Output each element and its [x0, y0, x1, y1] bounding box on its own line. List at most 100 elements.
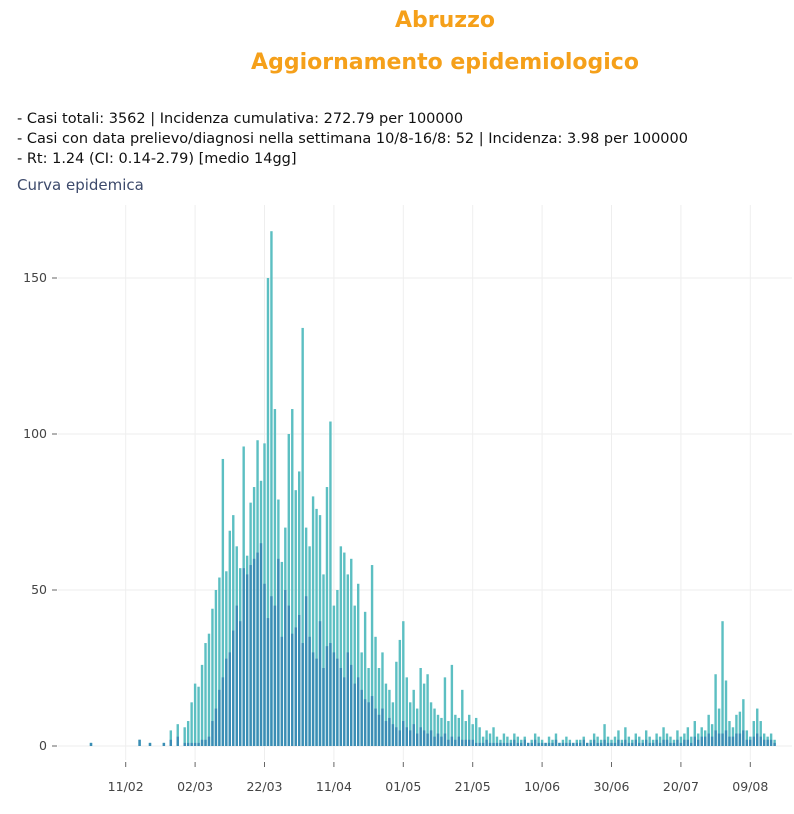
bar-prelievo: [506, 742, 509, 746]
bar-prelievo: [686, 739, 690, 746]
bar-prelievo: [218, 689, 221, 746]
bar-prelievo: [700, 736, 703, 746]
y-tick-label: 100: [23, 426, 47, 441]
bar-totale: [565, 736, 568, 746]
bar-prelievo: [540, 742, 544, 746]
bar-totale: [270, 231, 273, 746]
bar-prelievo: [468, 739, 471, 746]
bar-prelievo: [495, 742, 499, 746]
bar-totale: [169, 730, 173, 746]
bar-prelievo: [263, 583, 266, 746]
bar-prelievo: [190, 742, 193, 746]
bar-prelievo: [717, 733, 721, 746]
bar-totale: [613, 736, 617, 746]
bar-prelievo: [225, 658, 228, 746]
bar-totale: [686, 727, 690, 746]
bar-totale: [322, 574, 325, 746]
x-tick-label: 11/02: [108, 779, 144, 794]
bar-totale: [377, 668, 381, 746]
bar-totale: [214, 590, 218, 746]
bar-prelievo: [402, 721, 405, 746]
bar-prelievo: [485, 739, 488, 746]
bar-prelievo: [697, 739, 700, 746]
bar-totale: [447, 721, 450, 746]
bar-prelievo: [412, 724, 415, 746]
bar-prelievo: [582, 739, 585, 746]
bar-prelievo: [693, 736, 696, 746]
bar-prelievo: [298, 614, 301, 746]
bar-totale: [204, 643, 207, 746]
bar-prelievo: [492, 742, 495, 746]
bar-totale: [735, 714, 738, 746]
bar-prelievo: [669, 742, 672, 746]
bar-totale: [395, 661, 398, 746]
bar-prelievo: [547, 742, 551, 746]
bar-prelievo: [315, 658, 318, 746]
bar-prelievo: [735, 733, 738, 746]
bar-prelievo: [415, 733, 419, 746]
bar-prelievo: [645, 739, 648, 746]
bar-prelievo: [221, 677, 225, 746]
bar-totale: [662, 727, 665, 746]
bar-prelievo: [596, 742, 599, 746]
x-tick-label: 02/03: [177, 779, 213, 794]
bar-prelievo: [332, 652, 336, 746]
x-tick-label: 21/05: [455, 779, 491, 794]
bar-totale: [409, 702, 412, 746]
bar-totale: [457, 717, 461, 746]
bar-prelievo: [301, 643, 304, 746]
x-tick-label: 22/03: [246, 779, 282, 794]
bar-prelievo: [766, 739, 769, 746]
bar-totale: [645, 730, 648, 746]
bar-totale: [426, 674, 429, 746]
bar-totale: [710, 724, 714, 746]
bar-prelievo: [551, 742, 554, 746]
bar-prelievo: [440, 736, 443, 746]
bar-totale: [481, 736, 485, 746]
bar-prelievo: [530, 742, 533, 746]
bar-totale: [492, 727, 495, 746]
bar-prelievo: [537, 742, 540, 746]
bar-totale: [478, 727, 481, 746]
bar-prelievo: [641, 742, 644, 746]
bar-totale: [756, 708, 759, 746]
bar-totale: [183, 727, 186, 746]
bar-prelievo: [239, 621, 242, 746]
bar-prelievo: [651, 742, 655, 746]
bar-totale: [218, 577, 221, 746]
bar-prelievo: [356, 677, 360, 746]
region-title: Abruzzo: [394, 8, 495, 33]
bar-totale: [398, 639, 402, 746]
bar-prelievo: [200, 739, 204, 746]
bar-prelievo: [762, 739, 766, 746]
bar-totale: [759, 721, 762, 746]
x-tick-label: 10/06: [524, 779, 560, 794]
bar-prelievo: [294, 627, 297, 746]
bar-prelievo: [561, 742, 565, 746]
bar-prelievo: [769, 739, 773, 746]
bar-totale: [294, 490, 297, 746]
bar-totale: [502, 733, 506, 746]
bar-prelievo: [565, 742, 568, 746]
bar-prelievo: [388, 717, 391, 746]
bar-prelievo: [235, 605, 238, 746]
bar-totale: [606, 736, 610, 746]
bar-totale: [207, 633, 211, 746]
bar-prelievo: [759, 736, 762, 746]
bar-prelievo: [311, 652, 315, 746]
bar-prelievo: [599, 742, 603, 746]
bar-totale: [228, 530, 231, 746]
bar-totale: [301, 327, 304, 746]
bar-totale: [176, 724, 179, 746]
bar-totale: [752, 721, 755, 746]
bar-prelievo: [710, 736, 714, 746]
bar-prelievo: [655, 739, 658, 746]
bar-prelievo: [586, 742, 589, 746]
bar-totale: [471, 724, 474, 746]
bar-prelievo: [245, 574, 249, 746]
bar-prelievo: [568, 742, 572, 746]
bar-prelievo: [242, 568, 245, 746]
bar-totale: [363, 611, 367, 746]
bar-prelievo: [471, 739, 474, 746]
